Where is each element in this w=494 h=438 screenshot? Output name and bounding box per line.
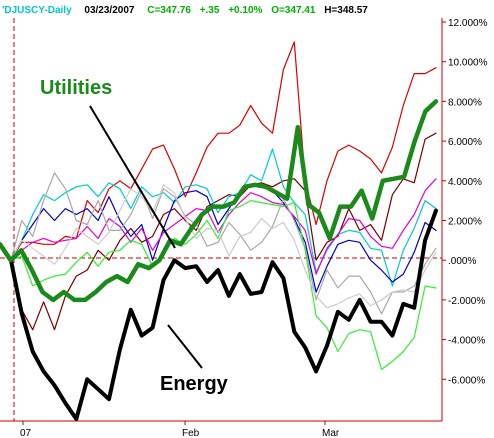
header-change: +.35 — [200, 5, 220, 16]
y-tick-label: 4.000% — [448, 177, 482, 188]
y-tick-label: -6.000% — [448, 375, 485, 386]
series-line-5 — [0, 184, 437, 293]
header-close: C=347.76 — [147, 5, 191, 16]
header-date: 03/23/2007 — [84, 5, 134, 16]
header-high: H=348.57 — [324, 5, 368, 16]
header-open: O=347.41 — [271, 5, 316, 16]
energy-annotation-pointer — [167, 324, 203, 369]
y-tick-label: 12.000% — [448, 18, 488, 29]
y-tick-label: 10.000% — [448, 58, 488, 69]
series-line-6 — [0, 178, 437, 275]
series-line-4 — [0, 148, 437, 287]
header-symbol: 'DJUSCY-Daily — [2, 5, 72, 16]
y-tick-label: -4.000% — [448, 336, 485, 347]
series-line-energy — [0, 208, 438, 421]
utilities-annotation: Utilities — [40, 77, 112, 99]
chart-header: 'DJUSCY-Daily 03/23/2007 C=347.76 +.35 +… — [2, 5, 368, 16]
y-tick-label: -2.000% — [448, 296, 485, 307]
y-tick-label: .000% — [448, 256, 476, 267]
x-axis-ticks: 07 Feb Mar — [20, 421, 340, 438]
utilities-annotation-pointer — [89, 105, 176, 249]
series-line-7 — [0, 172, 437, 315]
series-line-9 — [0, 184, 437, 309]
y-tick-label: 6.000% — [448, 137, 482, 148]
x-tick-label: Feb — [182, 428, 200, 438]
x-tick-label: 07 — [20, 428, 32, 438]
header-pct: +0.10% — [228, 5, 262, 16]
series-lines — [0, 41, 439, 421]
series-line-3 — [0, 132, 437, 331]
series-line-8 — [0, 200, 437, 370]
series-line-2 — [0, 41, 437, 261]
x-tick-label: Mar — [322, 428, 340, 438]
y-tick-label: 2.000% — [448, 217, 482, 228]
y-axis-ticks: 12.000% 10.000% 8.000% 6.000% 4.000% 2.000% .0… — [442, 18, 488, 386]
energy-annotation: Energy — [160, 373, 229, 395]
y-tick-label: 8.000% — [448, 97, 482, 108]
series-line-utilities — [0, 99, 439, 303]
